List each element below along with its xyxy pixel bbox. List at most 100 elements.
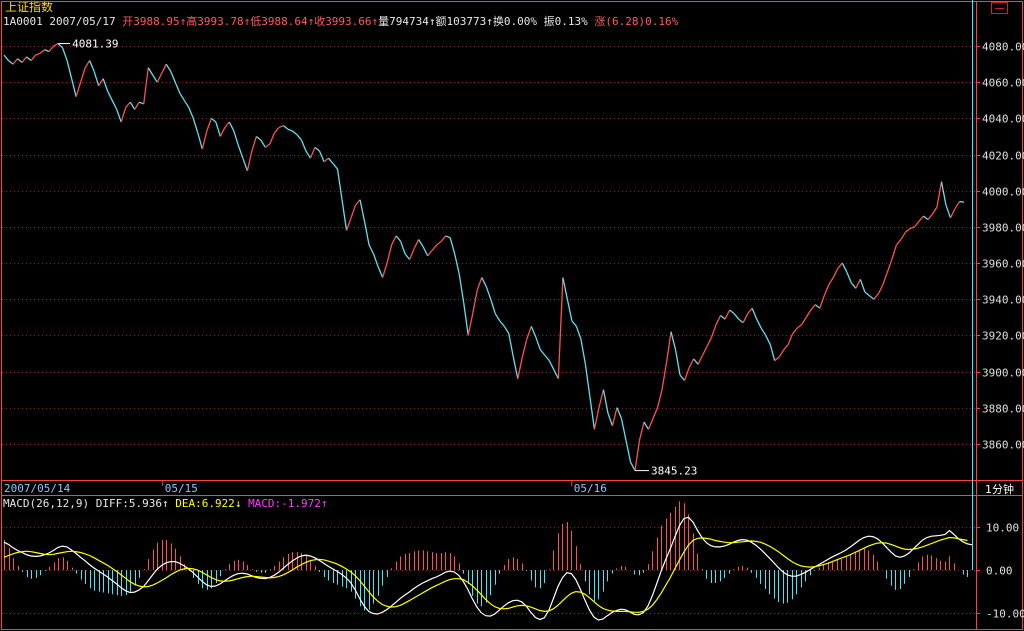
price-segment: [161, 63, 167, 74]
price-segment: [431, 244, 438, 251]
price-segment: [314, 146, 320, 152]
price-segment: [215, 121, 221, 137]
price-segment: [783, 343, 789, 351]
price-segment: [129, 101, 136, 110]
price-segment: [665, 331, 672, 363]
price-segment: [404, 253, 411, 260]
price-segment: [625, 440, 632, 463]
price-segment: [377, 266, 384, 278]
price-segment: [796, 324, 803, 329]
price-segment: [463, 302, 469, 336]
price-segment: [355, 199, 361, 206]
price-segment: [472, 290, 478, 314]
price-segment: [593, 407, 600, 430]
price-segment: [436, 240, 442, 246]
price-segment: [467, 313, 474, 336]
price-segment: [233, 130, 239, 146]
price-segment: [530, 326, 537, 338]
price-segment: [810, 304, 816, 311]
open-label: 开: [122, 15, 134, 28]
price-segment: [305, 150, 312, 159]
index-name: 上证指数: [5, 0, 54, 14]
price-segment: [269, 132, 276, 144]
price-segment: [557, 277, 564, 379]
price-segment: [647, 418, 654, 430]
price-segment: [224, 121, 230, 128]
price-segment: [120, 107, 127, 123]
price-segment: [503, 325, 510, 334]
price-segment: [634, 440, 641, 471]
volume-arrow-icon: ↑: [428, 15, 436, 28]
price-segment: [900, 231, 906, 240]
price-segment: [8, 60, 14, 65]
change-label: 涨: [594, 15, 606, 28]
price-segment: [891, 244, 898, 260]
macd-title: MACD(26,12,9): [3, 497, 90, 510]
price-segment: [841, 262, 848, 273]
amount-value: 103773: [446, 15, 487, 28]
price-segment: [697, 354, 704, 365]
price-segment: [688, 358, 695, 369]
price-segment: [125, 101, 131, 108]
amplitude-label: 振: [543, 15, 555, 28]
day-label: 05/16: [574, 482, 607, 495]
price-segment: [481, 277, 487, 287]
macd-header: MACD(26,12,9) DIFF:5.936↑ DEA:6.922↓ MAC…: [3, 497, 328, 510]
price-segment: [350, 204, 357, 219]
price-segment: [792, 327, 798, 334]
macd-tick-label: -10.00: [986, 608, 1024, 621]
price-segment: [156, 72, 163, 83]
price-segment: [206, 118, 212, 132]
price-segment: [287, 128, 293, 132]
macd-lines: [3, 516, 973, 621]
price-segment: [89, 60, 95, 72]
period-label[interactable]: 1分钟: [985, 483, 1014, 496]
price-segment: [683, 367, 690, 381]
price-segment: [296, 134, 302, 141]
price-segment: [368, 244, 375, 255]
price-segment: [927, 213, 933, 221]
price-segment: [116, 109, 122, 123]
price-segment: [756, 318, 762, 329]
price-grid: [2, 46, 976, 445]
price-tick-label: 3860.00: [982, 439, 1024, 452]
price-segment: [228, 121, 235, 132]
price-segment: [580, 338, 587, 365]
price-segment: [251, 136, 258, 152]
price-segment: [710, 324, 717, 338]
price-segment: [850, 282, 857, 289]
price-segment: [589, 396, 596, 430]
price-segment: [611, 407, 618, 426]
price-segment: [192, 118, 199, 134]
high-label: 高: [186, 15, 198, 28]
price-segment: [508, 333, 514, 358]
price-segment: [494, 313, 501, 322]
price-segment: [323, 157, 329, 163]
price-segment: [846, 271, 852, 284]
macd-arrow-icon: ↑: [320, 497, 328, 510]
volume-label: 量: [378, 15, 390, 28]
price-segment: [39, 49, 45, 54]
close-box-icon[interactable]: [991, 2, 1008, 14]
price-segment: [57, 43, 64, 49]
price-segment: [210, 117, 217, 123]
price-segment: [562, 277, 569, 300]
price-segment: [21, 56, 28, 63]
price-segment: [400, 241, 406, 255]
price-segment: [445, 235, 451, 239]
price-tick-label: 3880.00: [982, 403, 1024, 416]
open-arrow-icon: ↑: [179, 15, 187, 28]
price-tick-label: 4000.00: [982, 186, 1024, 199]
price-segment: [35, 52, 41, 56]
price-segment: [769, 344, 776, 361]
price-segment: [814, 304, 821, 309]
price-segment: [868, 295, 875, 300]
price-segment: [931, 206, 938, 215]
dea-label: DEA:6.922: [175, 497, 235, 510]
close-box-bar: [995, 8, 1004, 9]
price-segment: [61, 47, 68, 61]
max-price-label: 4081.39: [72, 38, 118, 51]
